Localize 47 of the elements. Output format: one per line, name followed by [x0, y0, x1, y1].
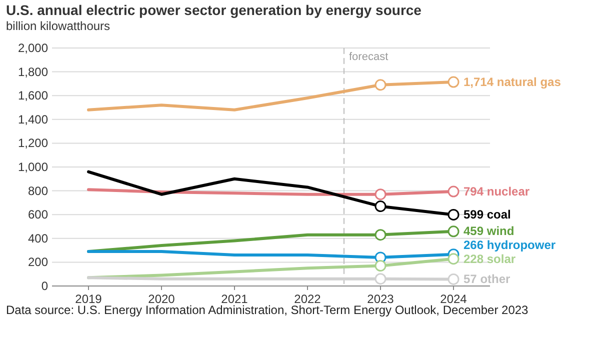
x-tick-label: 2022	[294, 292, 322, 306]
point	[448, 273, 460, 285]
point	[374, 229, 386, 241]
x-tick-label: 2023	[367, 292, 394, 306]
data-label: 794	[464, 184, 484, 199]
point	[374, 79, 386, 91]
y-tick-label: 1,600	[18, 88, 48, 103]
point	[448, 186, 460, 198]
point	[448, 253, 460, 265]
point	[374, 200, 386, 212]
data-label: 266	[464, 238, 484, 252]
y-tick-label: 0	[41, 279, 48, 293]
y-tick-label: 200	[28, 255, 48, 270]
series-label: other	[480, 272, 511, 286]
chart-subtitle: billion kilowatthours	[6, 19, 110, 33]
x-tick-label: 2021	[221, 292, 248, 306]
y-tick-label: 400	[28, 231, 48, 246]
text: natural gas	[496, 75, 562, 90]
y-tick-label: 1,200	[18, 136, 48, 150]
data-label: 228	[464, 252, 484, 266]
y-tick-label: 800	[28, 184, 48, 198]
x-tick-label: 2020	[148, 292, 176, 306]
data-label: 459	[464, 224, 484, 238]
point	[448, 208, 460, 220]
point	[448, 76, 460, 88]
chart-title: U.S. annual electric power sector generation by energy source	[6, 2, 422, 18]
point	[374, 260, 386, 272]
text: coal	[486, 208, 511, 222]
x-tick-label: 2019	[75, 292, 102, 306]
data-label: 57	[464, 272, 477, 286]
text: nuclear	[486, 184, 530, 199]
source-note: Data source: U.S. Energy Information Administration, Short-Term Energy Outlook, December 2023	[6, 303, 529, 317]
point	[374, 273, 386, 285]
text: hydropower	[486, 238, 556, 252]
y-tick-label: 1,800	[18, 64, 48, 79]
ref-line-label: forecast	[349, 51, 388, 63]
y-tick-label: 2,000	[18, 41, 48, 55]
y-tick-label: 600	[28, 208, 48, 222]
data-label: 1,714	[464, 75, 494, 90]
text: wind	[486, 224, 514, 238]
point	[448, 226, 460, 238]
y-tick-label: 1,000	[18, 160, 48, 174]
y-tick-label: 1,400	[18, 112, 48, 126]
data-label: 599	[464, 208, 484, 222]
point	[374, 188, 386, 200]
x-tick-label: 2024	[440, 292, 468, 306]
text: solar	[486, 252, 516, 266]
